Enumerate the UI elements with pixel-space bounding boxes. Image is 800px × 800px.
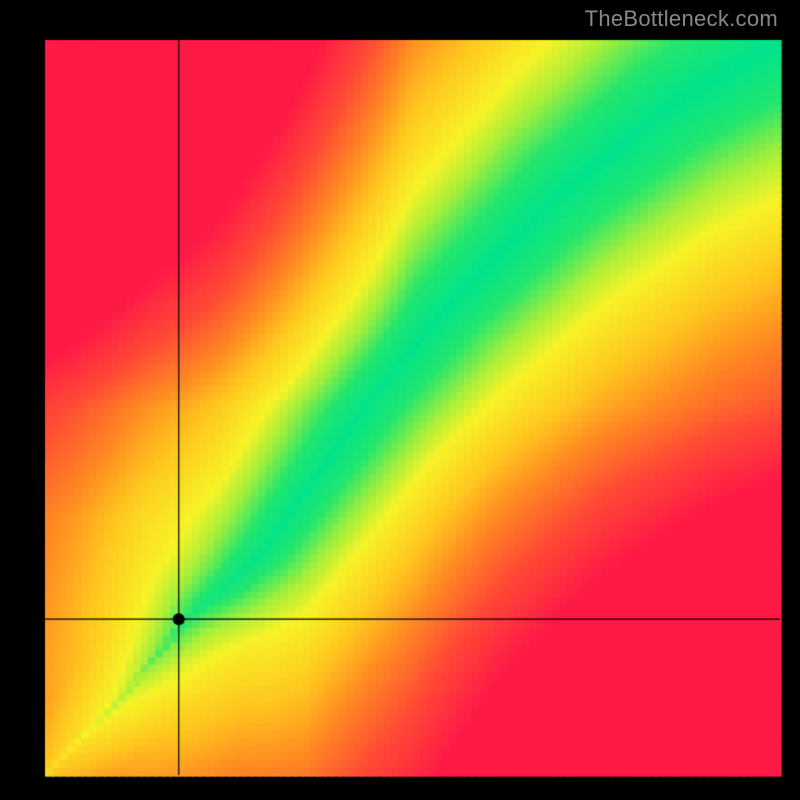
watermark-text: TheBottleneck.com [585, 6, 778, 32]
chart-container: TheBottleneck.com [0, 0, 800, 800]
bottleneck-heatmap [0, 0, 800, 800]
